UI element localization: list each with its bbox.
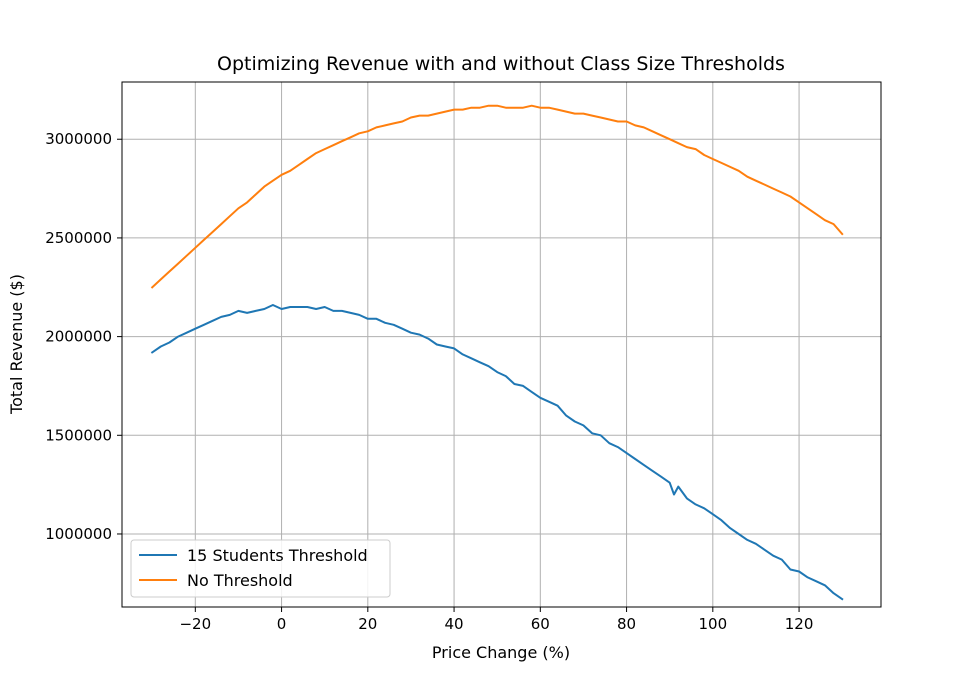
series-line-15-students-threshold — [150, 304, 844, 601]
y-tick-label: 1000000 — [45, 525, 112, 543]
x-tick-label: 100 — [698, 615, 727, 633]
x-tick-label: 80 — [617, 615, 636, 633]
x-tick-label: −20 — [179, 615, 211, 633]
series-line-no-threshold — [150, 104, 844, 289]
x-tick-label: 0 — [277, 615, 287, 633]
x-tick-label: 20 — [358, 615, 377, 633]
axis-ticks: −20 0 20 40 60 80 100 120 1000000 1500000 2000000 2… — [45, 130, 813, 633]
x-axis-label: Price Change (%) — [432, 643, 570, 662]
grid-lines — [122, 82, 881, 607]
plot-frame — [121, 81, 882, 608]
legend-label-threshold: 15 Students Threshold — [187, 546, 368, 565]
chart-title: Optimizing Revenue with and without Clas… — [217, 53, 785, 75]
series-layer — [150, 104, 844, 601]
y-axis-label: Total Revenue ($) — [7, 274, 26, 415]
x-tick-label: 120 — [785, 615, 814, 633]
y-tick-label: 2000000 — [45, 328, 112, 346]
legend: 15 Students Threshold No Threshold — [130, 539, 391, 598]
x-tick-label: 60 — [531, 615, 550, 633]
y-tick-label: 2500000 — [45, 229, 112, 247]
y-tick-label: 1500000 — [45, 426, 112, 444]
x-tick-label: 40 — [445, 615, 464, 633]
y-tick-label: 3000000 — [45, 130, 112, 148]
legend-box — [130, 539, 391, 598]
legend-label-no-threshold: No Threshold — [187, 571, 293, 590]
